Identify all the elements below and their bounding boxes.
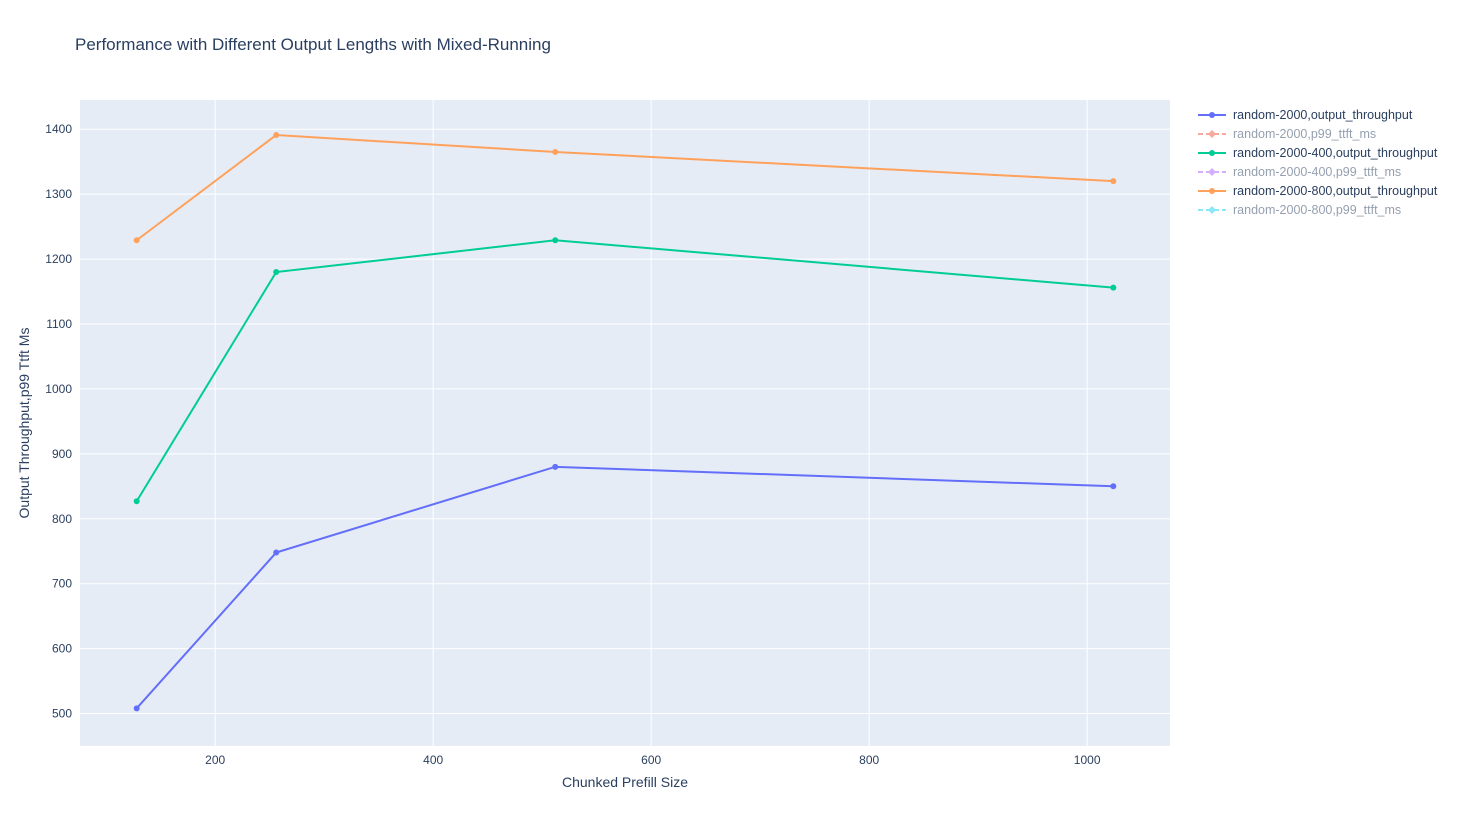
data-point[interactable] [1110,178,1117,185]
legend-diamond-marker [1208,130,1216,138]
y-tick-label: 1100 [46,317,72,331]
axis-ticks: 200 400 600 800 1000 500 600 700 800 900 1000 1100 1… [45,122,1101,767]
y-tick-label: 1300 [45,187,72,201]
y-tick-label: 800 [52,512,72,526]
plot-area [80,100,1170,746]
legend-label: random-2000-400,p99_ttft_ms [1233,165,1401,179]
x-tick-label: 1000 [1074,753,1101,767]
data-point[interactable] [552,237,559,244]
gridlines [80,100,1170,746]
data-point[interactable] [1110,483,1117,490]
y-tick-label: 900 [52,447,72,461]
data-point[interactable] [133,237,140,244]
data-point[interactable] [552,463,559,470]
legend-circle-marker [1209,150,1215,156]
data-point[interactable] [273,132,280,139]
y-tick-label: 1200 [45,252,72,266]
x-tick-label: 600 [641,753,661,767]
data-point[interactable] [552,148,559,155]
legend-label: random-2000-400,output_throughput [1233,146,1438,160]
series-line [136,134,1114,242]
legend-item[interactable]: random-2000,output_throughput [1198,108,1413,122]
data-point[interactable] [273,549,280,556]
series-lines [133,132,1117,712]
x-axis-title: Chunked Prefill Size [562,774,688,790]
y-tick-label: 700 [52,577,72,591]
series-line [135,239,1114,502]
data-point[interactable] [133,705,140,712]
legend-item[interactable]: random-2000-400,output_throughput [1198,146,1438,160]
y-tick-label: 500 [52,707,72,721]
x-tick-label: 400 [423,753,443,767]
legend-label: random-2000-800,output_throughput [1233,184,1438,198]
x-tick-label: 800 [859,753,879,767]
y-tick-label: 600 [52,642,72,656]
series-4 [133,132,1117,244]
data-point[interactable] [133,498,140,505]
data-point[interactable] [273,269,280,276]
series-line [135,465,1114,710]
legend-label: random-2000-800,p99_ttft_ms [1233,203,1401,217]
legend-item[interactable]: random-2000-800,p99_ttft_ms [1198,203,1401,217]
legend-item[interactable]: random-2000-800,output_throughput [1198,184,1438,198]
y-tick-label: 1000 [45,382,72,396]
y-tick-label: 1400 [45,122,72,136]
x-tick-label: 200 [205,753,225,767]
legend-item[interactable]: random-2000,p99_ttft_ms [1198,127,1376,141]
series-2 [133,237,1117,505]
legend-label: random-2000,output_throughput [1233,108,1413,122]
legend-diamond-marker [1208,168,1216,176]
series-0 [133,463,1117,712]
data-point[interactable] [1110,284,1117,291]
legend-item[interactable]: random-2000-400,p99_ttft_ms [1198,165,1401,179]
legend: random-2000,output_throughput random-2000… [1198,108,1438,217]
legend-label: random-2000,p99_ttft_ms [1233,127,1376,141]
legend-circle-marker [1209,188,1215,194]
legend-circle-marker [1209,112,1215,118]
y-axis-title: Output Throughput,p99 Ttft Ms [16,328,32,519]
legend-diamond-marker [1208,206,1216,214]
chart-title: Performance with Different Output Length… [75,35,551,54]
